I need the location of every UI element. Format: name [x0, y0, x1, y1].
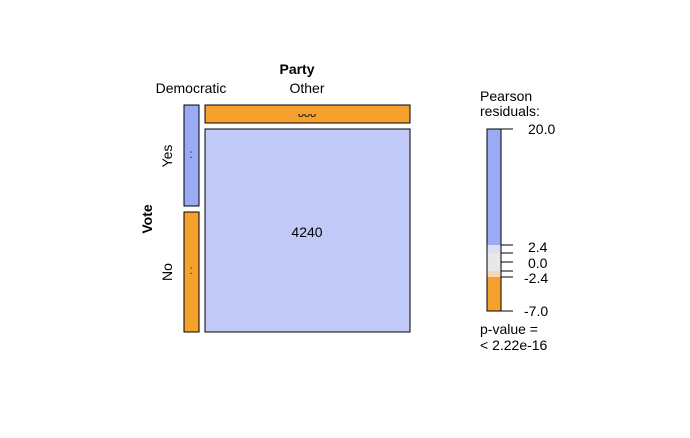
tile-other-no: [204, 104, 411, 124]
legend-band-strong-negative: [487, 277, 501, 311]
y-level-label-yes: Yes: [159, 145, 175, 168]
legend-tick-label: 0.0: [528, 255, 548, 271]
legend-tick-label: 2.4: [528, 239, 548, 255]
x-level-label-other: Other: [289, 80, 324, 96]
tile-democratic-no: [183, 211, 200, 333]
legend-title-line1: Pearson: [480, 88, 532, 104]
legend-bar-border: [486, 128, 502, 312]
legend-band-strong-positive: [487, 129, 501, 245]
tile-other-yes-label: 4240: [291, 224, 322, 240]
tile-democratic-yes: [183, 104, 200, 207]
tile-dots-democratic-no: ⁚: [190, 266, 193, 276]
tile-other-no-clipped-label: ᴗᴗᴗ: [298, 108, 316, 120]
legend-color-bar: [486, 128, 502, 312]
y-level-label-no: No: [159, 263, 175, 281]
tile-dots-democratic-yes: ⁚: [190, 150, 193, 160]
legend-tick-label: -7.0: [524, 303, 548, 319]
legend-band-neutral: [487, 253, 501, 271]
x-variable-label: Party: [279, 61, 314, 77]
p-value-line2: < 2.22e-16: [480, 337, 548, 353]
x-level-label-democratic: Democratic: [156, 80, 227, 96]
legend-band-weak-positive: [487, 245, 501, 253]
legend-tick-label: -2.4: [524, 270, 548, 286]
legend-band-weak-negative: [487, 271, 501, 277]
tile-other-yes: [204, 128, 411, 333]
y-variable-label: Vote: [139, 204, 155, 234]
legend-tick-label: 20.0: [528, 121, 555, 137]
legend-title-line2: residuals:: [480, 103, 540, 119]
p-value-line1: p-value =: [480, 321, 538, 337]
legend-ticks: [501, 128, 513, 312]
